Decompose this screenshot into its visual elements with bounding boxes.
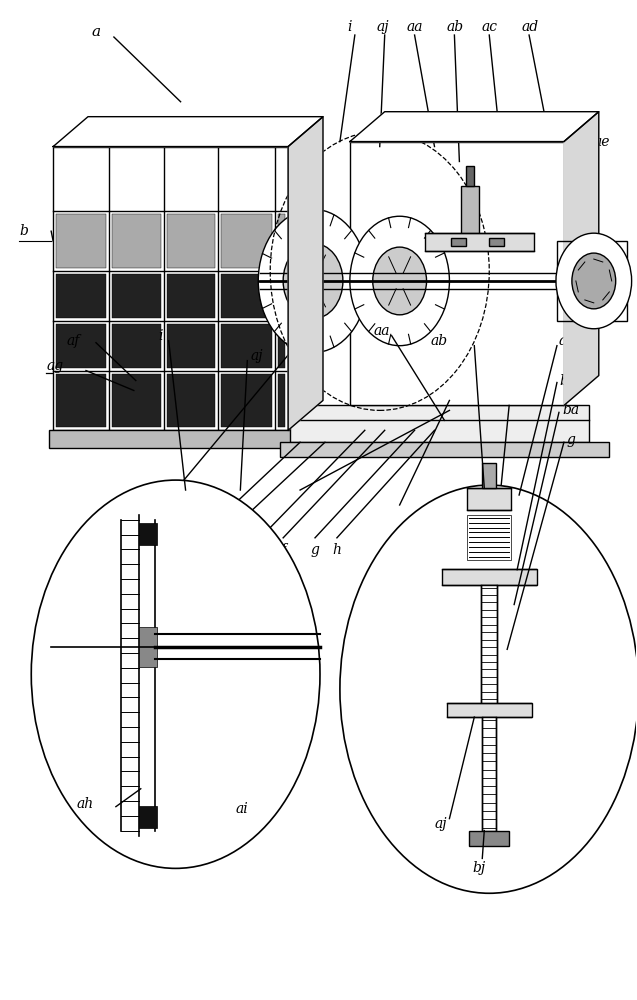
Bar [222,374,272,427]
Ellipse shape [556,233,632,329]
Bar [443,569,537,585]
Bar [461,186,479,241]
Bar [278,274,285,318]
Text: bb: bb [559,374,576,388]
Bar [56,374,106,427]
Ellipse shape [283,243,343,319]
Bar [468,488,511,510]
Bar [482,717,496,831]
Bar [350,142,564,405]
Bar [56,214,106,268]
Bar [167,274,215,318]
Bar [112,214,161,268]
Text: aj: aj [250,349,263,363]
Polygon shape [564,112,599,405]
Bar [278,324,285,368]
Ellipse shape [340,485,637,893]
Text: ac: ac [559,334,575,348]
Bar [167,214,215,268]
Polygon shape [53,117,323,147]
Bar [469,831,509,846]
Bar [424,233,534,251]
Bar [56,324,106,368]
Bar [112,274,161,318]
Bar [489,238,505,246]
Ellipse shape [373,247,427,315]
Bar [452,238,466,246]
Bar [222,324,272,368]
Text: bj: bj [473,861,486,875]
Ellipse shape [258,209,368,353]
Bar [167,374,215,427]
Bar [112,324,161,368]
Bar [482,463,496,488]
Text: ag: ag [47,359,63,373]
Text: aj: aj [376,20,389,34]
Text: ai: ai [235,802,248,816]
Polygon shape [288,117,323,430]
Text: aj: aj [434,817,447,831]
Text: ab: ab [447,20,464,34]
Bar [482,585,497,704]
Ellipse shape [31,480,320,868]
Text: ac: ac [482,20,497,34]
Bar [278,374,285,427]
Bar [222,274,272,318]
Text: ba: ba [562,403,579,417]
Text: f: f [280,543,286,557]
Polygon shape [350,112,599,142]
Bar [278,214,285,268]
Text: ad: ad [521,20,538,34]
Bar [222,214,272,268]
Text: i: i [159,329,163,343]
Text: i: i [347,20,352,34]
Ellipse shape [350,216,450,346]
Bar [447,703,532,717]
Bar [139,627,157,667]
Bar [56,274,106,318]
Bar [468,515,511,560]
Text: ab: ab [431,334,447,348]
Bar [139,523,157,545]
Bar [280,442,609,457]
Text: h: h [333,543,341,557]
Text: c: c [195,543,203,557]
Text: g: g [567,433,576,447]
Text: g: g [311,543,319,557]
Text: d: d [218,543,227,557]
Text: ae: ae [594,135,610,149]
Bar [139,806,157,828]
Text: b: b [19,224,28,238]
Bar [557,241,627,321]
Ellipse shape [572,253,616,309]
Bar [112,374,161,427]
Bar [167,324,215,368]
Bar [53,147,288,430]
Text: aa: aa [373,324,390,338]
Text: aa: aa [406,20,423,34]
Bar [466,166,475,186]
Bar [49,430,327,448]
Text: ah: ah [76,797,93,811]
Bar [290,405,589,442]
Text: a: a [91,25,100,39]
Text: e: e [256,543,264,557]
Text: af: af [66,334,80,348]
